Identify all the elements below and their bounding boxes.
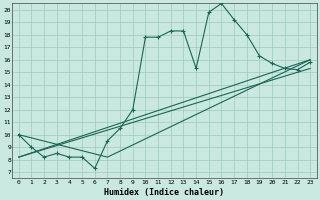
X-axis label: Humidex (Indice chaleur): Humidex (Indice chaleur): [104, 188, 224, 197]
